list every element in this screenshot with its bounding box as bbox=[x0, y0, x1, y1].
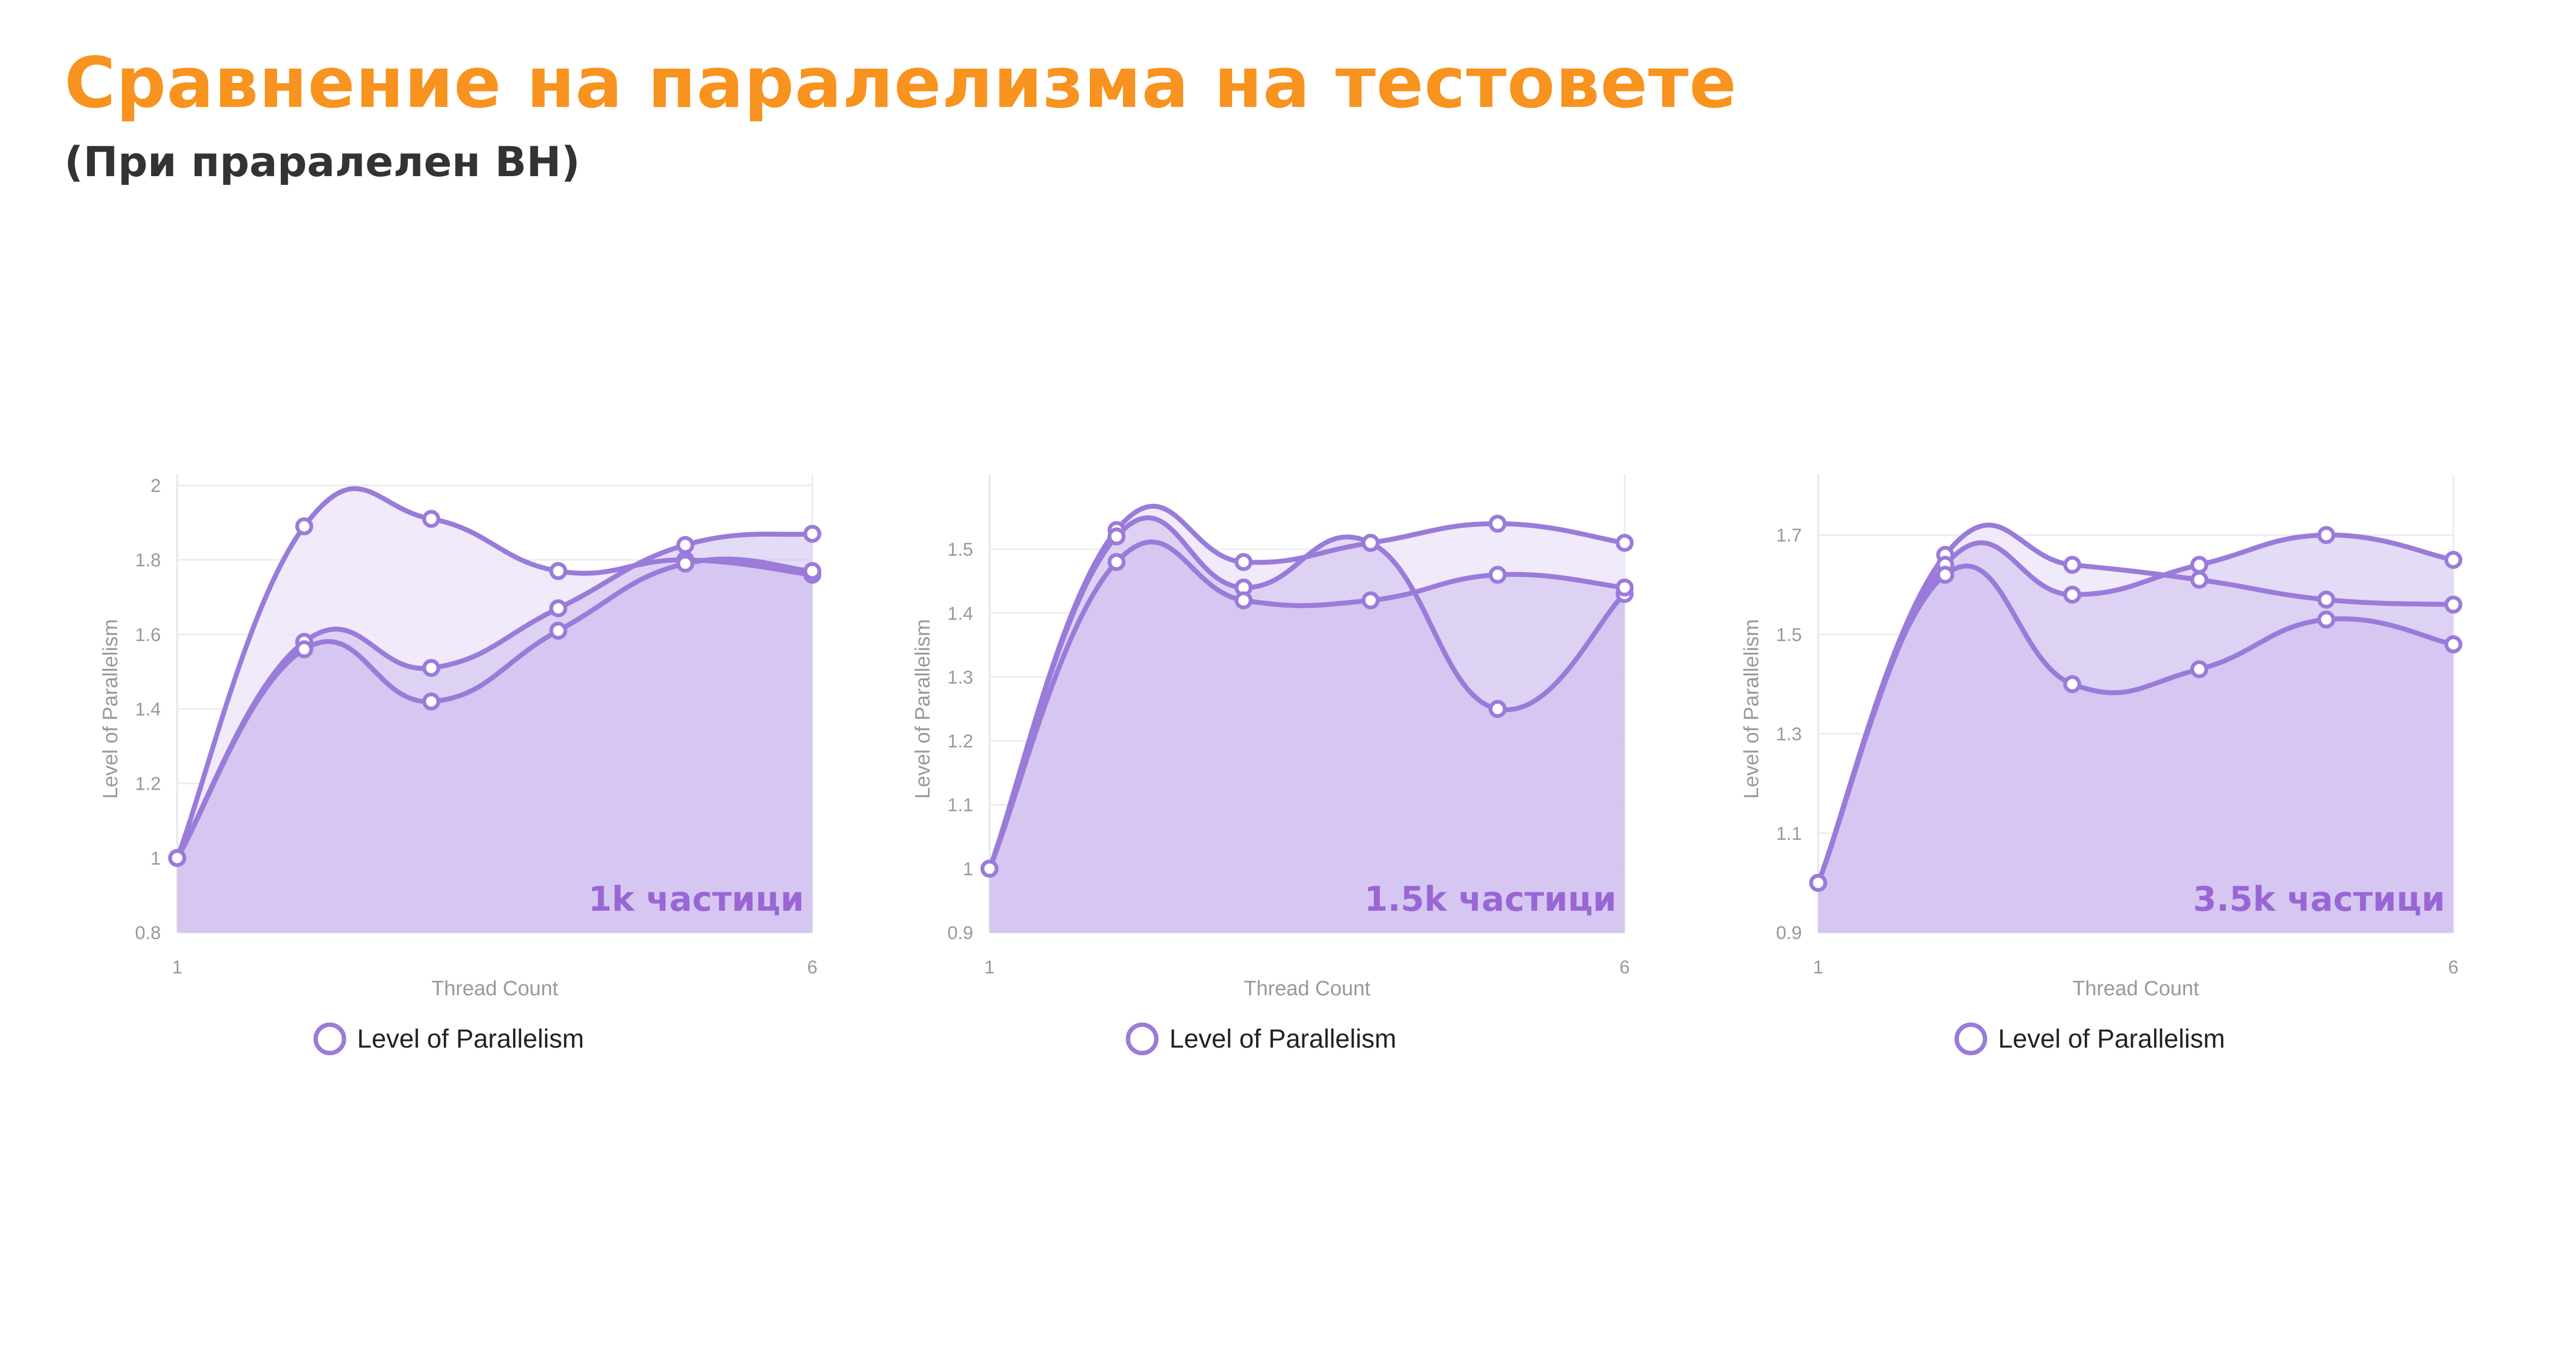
x-axis-label: Thread Count bbox=[431, 977, 558, 1000]
data-point bbox=[1488, 566, 1507, 584]
x-tick-label: 1 bbox=[172, 957, 183, 978]
particles-label: 1.5k частици bbox=[1364, 879, 1616, 919]
x-axis-label: Thread Count bbox=[1244, 977, 1371, 1000]
x-tick-label: 6 bbox=[807, 957, 818, 978]
data-point bbox=[2317, 610, 2336, 629]
legend-marker bbox=[313, 1023, 346, 1055]
y-tick-label: 0.8 bbox=[135, 923, 161, 943]
data-point bbox=[1615, 578, 1634, 597]
data-point bbox=[1107, 553, 1126, 572]
y-tick-label: 1.1 bbox=[948, 795, 973, 816]
page-subtitle: (При праралелен ВН) bbox=[64, 137, 580, 186]
data-point bbox=[2190, 660, 2209, 678]
data-point bbox=[1615, 533, 1634, 552]
chart-1k: 0.8 1 1.2 1.4 1.6 1.8 2 1 6 Thread Count Level of … bbox=[71, 469, 894, 1069]
y-tick-label: 2 bbox=[150, 476, 161, 496]
y-tick-label: 1 bbox=[150, 848, 161, 869]
data-point bbox=[1809, 874, 1827, 892]
particles-label: 3.5k частици bbox=[2193, 879, 2445, 919]
data-point bbox=[803, 525, 822, 543]
data-point bbox=[2444, 596, 2463, 614]
data-point bbox=[676, 536, 695, 554]
y-tick-label: 1.3 bbox=[948, 667, 973, 688]
particles-label: 1k частици bbox=[588, 879, 804, 919]
y-tick-label: 1.5 bbox=[1776, 624, 1802, 645]
y-tick-label: 1.6 bbox=[135, 624, 161, 645]
data-point bbox=[1361, 533, 1380, 552]
legend-label: Level of Parallelism bbox=[357, 1025, 584, 1054]
data-point bbox=[1234, 553, 1253, 572]
legend-marker bbox=[1954, 1023, 1987, 1055]
legend-label: Level of Parallelism bbox=[1169, 1025, 1396, 1054]
data-point bbox=[1361, 591, 1380, 610]
data-point bbox=[549, 622, 568, 640]
data-point bbox=[168, 849, 186, 867]
series-area bbox=[1818, 566, 2453, 933]
y-tick-label: 1.4 bbox=[948, 603, 973, 624]
data-point bbox=[2444, 635, 2463, 654]
data-point bbox=[2317, 526, 2336, 544]
y-tick-label: 0.9 bbox=[948, 923, 973, 943]
x-tick-label: 6 bbox=[2448, 957, 2459, 978]
data-point bbox=[295, 640, 313, 659]
y-axis-label: Level of Parallelism bbox=[99, 619, 122, 798]
y-axis-label: Level of Parallelism bbox=[912, 619, 934, 798]
data-point bbox=[2190, 570, 2209, 589]
data-point bbox=[1234, 591, 1253, 610]
x-tick-label: 1 bbox=[985, 957, 995, 978]
data-point bbox=[2190, 556, 2209, 574]
series-line bbox=[987, 515, 1627, 870]
data-point bbox=[980, 859, 999, 878]
data-point bbox=[1488, 700, 1507, 718]
data-point bbox=[1107, 527, 1126, 546]
data-point bbox=[549, 599, 568, 617]
x-tick-label: 6 bbox=[1620, 957, 1630, 978]
data-point bbox=[2063, 675, 2082, 693]
data-point bbox=[422, 659, 441, 677]
data-point bbox=[2063, 556, 2082, 574]
x-tick-label: 1 bbox=[1813, 957, 1824, 978]
y-tick-label: 1.8 bbox=[135, 550, 161, 571]
chart-3-5k: 0.9 1.1 1.3 1.5 1.7 1 6 Thread Count Level of Pa… bbox=[1712, 469, 2535, 1069]
data-point bbox=[803, 562, 822, 580]
data-point bbox=[2317, 591, 2336, 609]
data-point bbox=[295, 517, 313, 536]
series-area bbox=[177, 559, 812, 933]
y-tick-label: 1.2 bbox=[135, 774, 161, 795]
data-point bbox=[422, 510, 441, 528]
data-point bbox=[2444, 551, 2463, 569]
legend-label: Level of Parallelism bbox=[1998, 1025, 2225, 1054]
y-tick-label: 1.4 bbox=[135, 699, 161, 720]
y-tick-label: 1.3 bbox=[1776, 724, 1802, 745]
y-tick-label: 0.9 bbox=[1776, 923, 1802, 943]
y-tick-label: 1.5 bbox=[948, 539, 973, 560]
y-tick-label: 1.2 bbox=[948, 731, 973, 752]
data-point bbox=[2063, 585, 2082, 604]
chart-1-5k: 0.9 1 1.1 1.2 1.3 1.4 1.5 1 6 Thread Count Level o… bbox=[883, 469, 1706, 1069]
data-point bbox=[422, 692, 441, 711]
data-point bbox=[1936, 566, 1954, 584]
y-axis-label: Level of Parallelism bbox=[1740, 619, 1763, 798]
page-title: Сравнение на паралелизма на тестовете bbox=[64, 43, 1737, 124]
chart-svg: 0.9 1 1.1 1.2 1.3 1.4 1.5 1 6 Thread Count Level o… bbox=[912, 474, 1634, 1055]
data-point bbox=[1488, 514, 1507, 533]
y-tick-label: 1 bbox=[963, 859, 973, 880]
data-point bbox=[676, 555, 695, 573]
x-axis-label: Thread Count bbox=[2072, 977, 2199, 1000]
y-tick-label: 1.7 bbox=[1776, 525, 1802, 546]
chart-svg: 0.8 1 1.2 1.4 1.6 1.8 2 1 6 Thread Count Level of … bbox=[99, 474, 822, 1055]
y-tick-label: 1.1 bbox=[1776, 823, 1802, 844]
chart-svg: 0.9 1.1 1.3 1.5 1.7 1 6 Thread Count Level of Pa… bbox=[1740, 474, 2463, 1055]
data-point bbox=[549, 562, 568, 580]
legend-marker bbox=[1126, 1023, 1159, 1055]
series-area bbox=[990, 542, 1625, 933]
